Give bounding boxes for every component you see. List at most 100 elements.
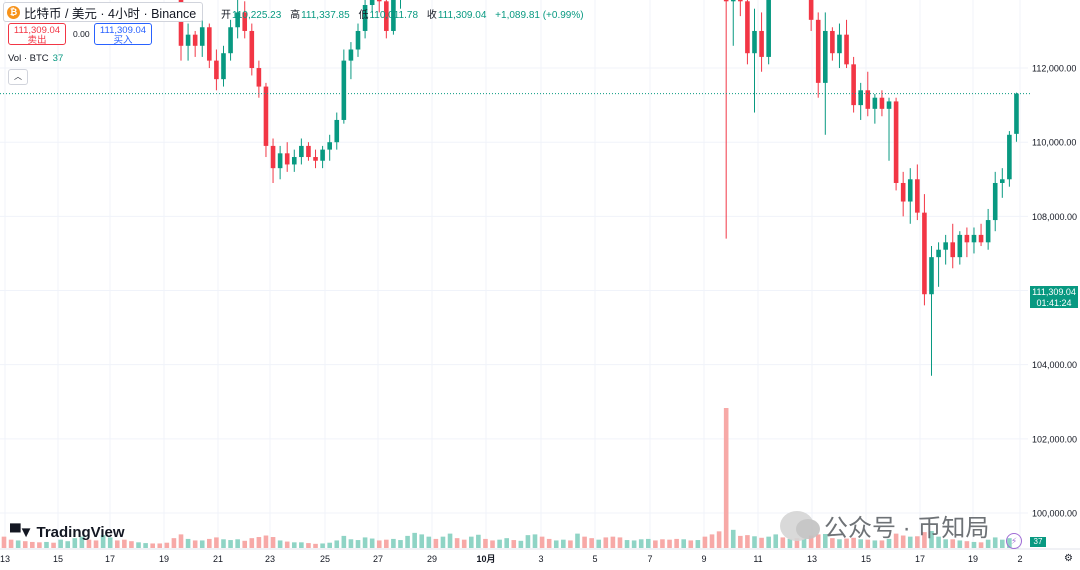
price-axis[interactable]: 100,000.00102,000.00104,000.00106,000.00… — [1032, 0, 1077, 519]
buy-button[interactable]: 111,309.04 买入 — [94, 23, 152, 46]
candle-body — [738, 0, 743, 2]
volume-bar — [992, 537, 998, 548]
volume-bar — [476, 534, 481, 548]
volume-bar — [716, 531, 722, 548]
symbol-title[interactable]: ₿ 比特币 / 美元 · 4小时 · Binance — [3, 2, 204, 22]
candle-body — [992, 182, 998, 221]
volume-bar — [660, 539, 665, 548]
volume-bar — [369, 538, 375, 548]
volume-bar — [815, 534, 821, 548]
candle-body — [192, 34, 198, 46]
volume-bar — [490, 540, 495, 548]
volume-bar — [37, 542, 42, 548]
candle-body — [844, 34, 849, 65]
candle-body — [178, 0, 184, 46]
time-axis[interactable]: 13 15 17 19 21 23 25 27 29 10月 3 5 7 9 11 13 15 17 19 2 — [0, 554, 1023, 564]
volume-bar — [723, 408, 729, 548]
volume-bar — [943, 539, 948, 548]
x-tick-label: 29 — [427, 554, 437, 564]
volume-bar — [79, 536, 85, 548]
volume-bar — [964, 541, 970, 548]
candle-body — [348, 49, 354, 61]
volume-bar — [256, 537, 262, 548]
candle-body — [999, 179, 1005, 183]
volume-bar — [299, 542, 304, 548]
volume-bar — [468, 536, 474, 548]
volume-bar — [86, 539, 92, 548]
candle-body — [907, 179, 913, 202]
volume-bar — [511, 540, 517, 548]
candle-body — [766, 0, 771, 57]
volume-bar — [497, 539, 502, 548]
x-tick-label: 13 — [807, 554, 817, 564]
volume-bar — [553, 540, 559, 548]
tradingview-logo[interactable]: ▀▼ TradingView — [10, 524, 125, 541]
volume-bar — [199, 540, 205, 548]
volume-bar — [985, 539, 991, 548]
candle-body — [235, 12, 240, 28]
volume-bar — [58, 539, 63, 548]
y-tick-label: 108,000.00 — [1032, 212, 1077, 222]
volume-bar — [702, 536, 708, 548]
volume-bar — [561, 539, 566, 548]
volume-bar — [100, 535, 106, 548]
volume-bar — [313, 543, 318, 548]
volume-bar — [617, 537, 623, 548]
volume-bar — [808, 535, 814, 548]
volume-bar — [1, 536, 7, 548]
volume-bar — [114, 540, 120, 548]
candle-body — [936, 249, 941, 258]
candle-body — [242, 12, 248, 31]
candle-body — [376, 0, 382, 2]
high-value: 111,337.85 — [301, 10, 350, 21]
volume-bar — [610, 536, 616, 548]
candle-body — [822, 30, 828, 83]
candle-body — [837, 34, 842, 54]
y-tick-label: 104,000.00 — [1032, 360, 1077, 370]
x-tick-label: 9 — [701, 554, 706, 564]
lightning-icon[interactable]: ⚡ — [1006, 533, 1022, 549]
volume-bar — [405, 535, 410, 548]
volume-bar — [851, 537, 856, 548]
symbol-title-text: 比特币 / 美元 · 4小时 · Binance — [24, 6, 197, 21]
candle-body — [879, 97, 885, 109]
volume-legend[interactable]: Vol · BTC 37 — [8, 53, 63, 64]
candle-body — [950, 242, 956, 258]
high-label: 高 — [290, 10, 301, 21]
volume-bar — [150, 543, 155, 548]
low-value: 110,011.78 — [369, 10, 419, 21]
candle-body — [957, 234, 963, 258]
x-tick-label: 25 — [320, 554, 330, 564]
candle-body — [915, 179, 920, 213]
candle-body — [263, 86, 269, 146]
candle-body — [207, 27, 212, 61]
candle-body — [893, 101, 899, 183]
volume-bar — [412, 532, 417, 548]
volume-bar — [837, 539, 842, 548]
candle-body — [306, 145, 311, 158]
collapse-legend-button[interactable]: ︿ — [8, 69, 28, 85]
candle-body — [313, 157, 318, 161]
candle-body — [759, 30, 764, 57]
volume-bar — [582, 536, 587, 548]
candle-body — [922, 212, 927, 295]
settings-icon[interactable]: ⚙ — [1064, 553, 1073, 564]
x-tick-label: 5 — [592, 554, 597, 564]
volume-bar — [384, 539, 389, 548]
volume-legend-value: 37 — [52, 53, 64, 64]
candle-body — [277, 153, 283, 169]
volume-bar — [589, 538, 594, 548]
y-tick-label: 112,000.00 — [1032, 64, 1076, 74]
sell-button[interactable]: 111,309.04 卖出 — [8, 23, 66, 46]
volume-bar — [568, 540, 573, 548]
volume-bar — [376, 540, 382, 548]
volume-bar — [8, 539, 14, 548]
candle-body — [978, 234, 984, 243]
volume-bar — [433, 538, 439, 548]
buy-price: 111,309.04 — [99, 25, 147, 36]
candle-body — [355, 30, 361, 50]
candle-body — [872, 97, 878, 109]
volume-bar — [915, 536, 920, 548]
volume-bar — [893, 533, 899, 548]
